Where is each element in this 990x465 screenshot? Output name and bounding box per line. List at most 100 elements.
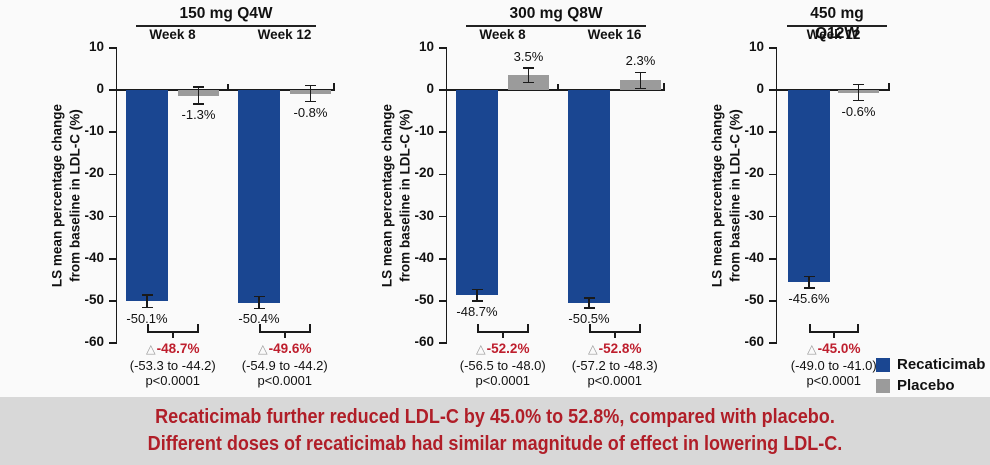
y-tick-label: -50 bbox=[84, 291, 104, 307]
x-baseline bbox=[117, 89, 335, 91]
y-tick bbox=[768, 257, 777, 260]
y-tick bbox=[108, 257, 117, 260]
y-tick bbox=[768, 89, 777, 91]
difference-annotation: △-49.6% (-54.9 to -44.2) p<0.0001 bbox=[205, 341, 365, 389]
y-tick-label: -40 bbox=[84, 249, 104, 265]
delta-label: △-48.7% bbox=[146, 341, 200, 356]
dose-panel: 300 mg Q8W LS mean percentage change from … bbox=[330, 0, 665, 397]
p-value-label: p<0.0001 bbox=[145, 373, 201, 388]
y-tick-label: -60 bbox=[414, 334, 434, 349]
y-axis bbox=[115, 48, 118, 343]
error-bar-line bbox=[309, 85, 312, 102]
y-tick bbox=[768, 300, 777, 302]
y-tick-label: -50 bbox=[414, 291, 434, 307]
y-tick bbox=[108, 300, 117, 302]
y-tick bbox=[108, 342, 117, 344]
placebo-value-label: 3.5% bbox=[513, 49, 544, 65]
recaticimab-value-label: -50.5% bbox=[568, 311, 610, 327]
y-tick bbox=[438, 131, 447, 134]
delta-label: △-52.8% bbox=[588, 341, 642, 356]
y-tick-label: -50 bbox=[744, 291, 764, 307]
recaticimab-value-label: -50.4% bbox=[238, 311, 280, 327]
difference-annotation: △-52.2% (-56.5 to -48.0) p<0.0001 bbox=[423, 341, 583, 389]
error-bar-cap-bottom bbox=[471, 300, 483, 303]
error-bar-cap-top bbox=[635, 71, 646, 74]
y-tick bbox=[438, 300, 447, 302]
y-tick-label: -10 bbox=[414, 123, 434, 139]
y-axis bbox=[445, 48, 448, 343]
comparison-bracket-end-left bbox=[477, 324, 479, 331]
y-tick-label: 0 bbox=[96, 81, 104, 97]
comparison-bracket-end-left bbox=[259, 324, 261, 331]
comparison-bracket-end-left bbox=[147, 324, 149, 331]
baseline-end-tick bbox=[333, 83, 335, 91]
baseline-end-tick bbox=[888, 83, 890, 91]
error-bar-cap-bottom bbox=[523, 81, 534, 84]
error-bar-line bbox=[808, 276, 810, 289]
error-bar-line bbox=[639, 72, 642, 89]
y-tick bbox=[108, 131, 117, 134]
y-tick bbox=[768, 173, 777, 176]
error-bar-cap-top bbox=[305, 84, 316, 87]
y-tick bbox=[438, 257, 447, 260]
group-divider-tick bbox=[227, 83, 229, 91]
confidence-interval-label: (-53.3 to -44.2) bbox=[129, 357, 216, 373]
legend-item-recaticimab: Recaticimab bbox=[876, 356, 985, 373]
week-label: Week 8 bbox=[479, 27, 526, 42]
comparison-bracket-center-tick bbox=[284, 331, 286, 338]
error-bar-cap-bottom bbox=[253, 307, 265, 310]
panel-title: 150 mg Q4W bbox=[136, 4, 316, 27]
y-tick-label: 10 bbox=[748, 39, 764, 54]
y-tick bbox=[768, 131, 777, 134]
p-value-label: p<0.0001 bbox=[806, 373, 862, 388]
confidence-interval-label: (-54.9 to -44.2) bbox=[241, 357, 328, 373]
placebo-value-label: -0.6% bbox=[841, 103, 876, 119]
y-tick-label: 0 bbox=[426, 81, 434, 97]
y-tick-label: -30 bbox=[414, 207, 434, 223]
legend-label-placebo: Placebo bbox=[897, 377, 955, 394]
error-bar-cap-bottom bbox=[853, 99, 864, 102]
comparison-bracket-end-right bbox=[639, 324, 641, 331]
week-label: Week 12 bbox=[257, 27, 312, 42]
y-tick bbox=[768, 215, 777, 218]
error-bar-cap-top bbox=[193, 86, 204, 88]
y-tick bbox=[438, 215, 447, 218]
y-tick bbox=[438, 173, 447, 176]
comparison-bracket-end-right bbox=[857, 324, 859, 331]
placebo-swatch bbox=[876, 378, 890, 393]
legend: Recaticimab Placebo bbox=[876, 356, 985, 398]
week-label: Week 16 bbox=[587, 27, 642, 42]
y-tick-label: -60 bbox=[84, 334, 104, 349]
comparison-bracket-center-tick bbox=[833, 331, 835, 338]
placebo-value-label: -1.3% bbox=[181, 107, 216, 123]
error-bar-cap-top bbox=[853, 83, 864, 86]
error-bar-cap-bottom bbox=[583, 307, 595, 309]
comparison-bracket-end-right bbox=[309, 324, 311, 331]
y-tick bbox=[108, 89, 117, 91]
error-bar-cap-top bbox=[471, 288, 483, 291]
error-bar-cap-top bbox=[141, 294, 153, 296]
triangle-delta-icon: △ bbox=[588, 342, 598, 356]
error-bar-cap-bottom bbox=[141, 306, 153, 309]
error-bar-line bbox=[476, 289, 478, 302]
y-tick-label: -10 bbox=[84, 123, 104, 139]
error-bar-cap-bottom bbox=[803, 287, 815, 289]
y-tick bbox=[108, 47, 117, 49]
recaticimab-value-label: -45.6% bbox=[788, 291, 830, 307]
y-tick-label: -30 bbox=[744, 207, 764, 223]
y-tick-label: -20 bbox=[744, 165, 764, 181]
delta-label: △-45.0% bbox=[807, 341, 861, 356]
summary-line-2: Different doses of recaticimab had simil… bbox=[147, 432, 843, 455]
difference-annotation: △-48.7% (-53.3 to -44.2) p<0.0001 bbox=[93, 341, 253, 389]
summary-line-1: Recaticimab further reduced LDL-C by 45.… bbox=[155, 405, 835, 428]
difference-annotation: △-45.0% (-49.0 to -41.0) p<0.0001 bbox=[754, 341, 914, 389]
panel-title: 450 mg Q12W bbox=[787, 4, 887, 42]
recaticimab-bar bbox=[126, 90, 168, 302]
y-tick-label: -20 bbox=[84, 165, 104, 181]
error-bar-cap-bottom bbox=[635, 87, 646, 90]
comparison-bracket-center-tick bbox=[614, 331, 616, 338]
confidence-interval-label: (-57.2 to -48.3) bbox=[571, 357, 658, 373]
y-tick-label: -10 bbox=[744, 123, 764, 139]
y-tick-label: -30 bbox=[84, 207, 104, 223]
